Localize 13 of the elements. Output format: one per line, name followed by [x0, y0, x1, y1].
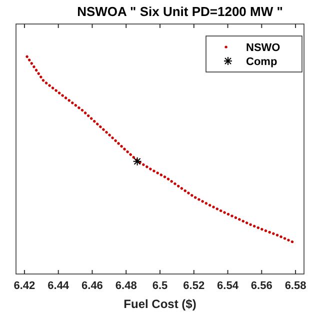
legend-label: NSWO	[246, 42, 281, 54]
chart-title: NSWOA " Six Unit PD=1200 MW "	[77, 4, 283, 19]
x-tick-label: 6.56	[250, 280, 272, 292]
x-tick-label: 6.58	[284, 280, 306, 292]
x-tick-label: 6.54	[217, 280, 240, 292]
x-tick-label: 6.44	[48, 280, 70, 292]
x-tick-label: 6.46	[82, 280, 103, 292]
x-tick-label: 6.52	[183, 280, 205, 292]
x-tick-label: 6.42	[14, 280, 36, 292]
x-axis-title: Fuel Cost ($)	[124, 297, 196, 311]
legend-label: Comp	[246, 56, 278, 68]
x-tick-label: 6.5	[152, 280, 168, 292]
x-tick-label: 6.48	[115, 280, 137, 292]
